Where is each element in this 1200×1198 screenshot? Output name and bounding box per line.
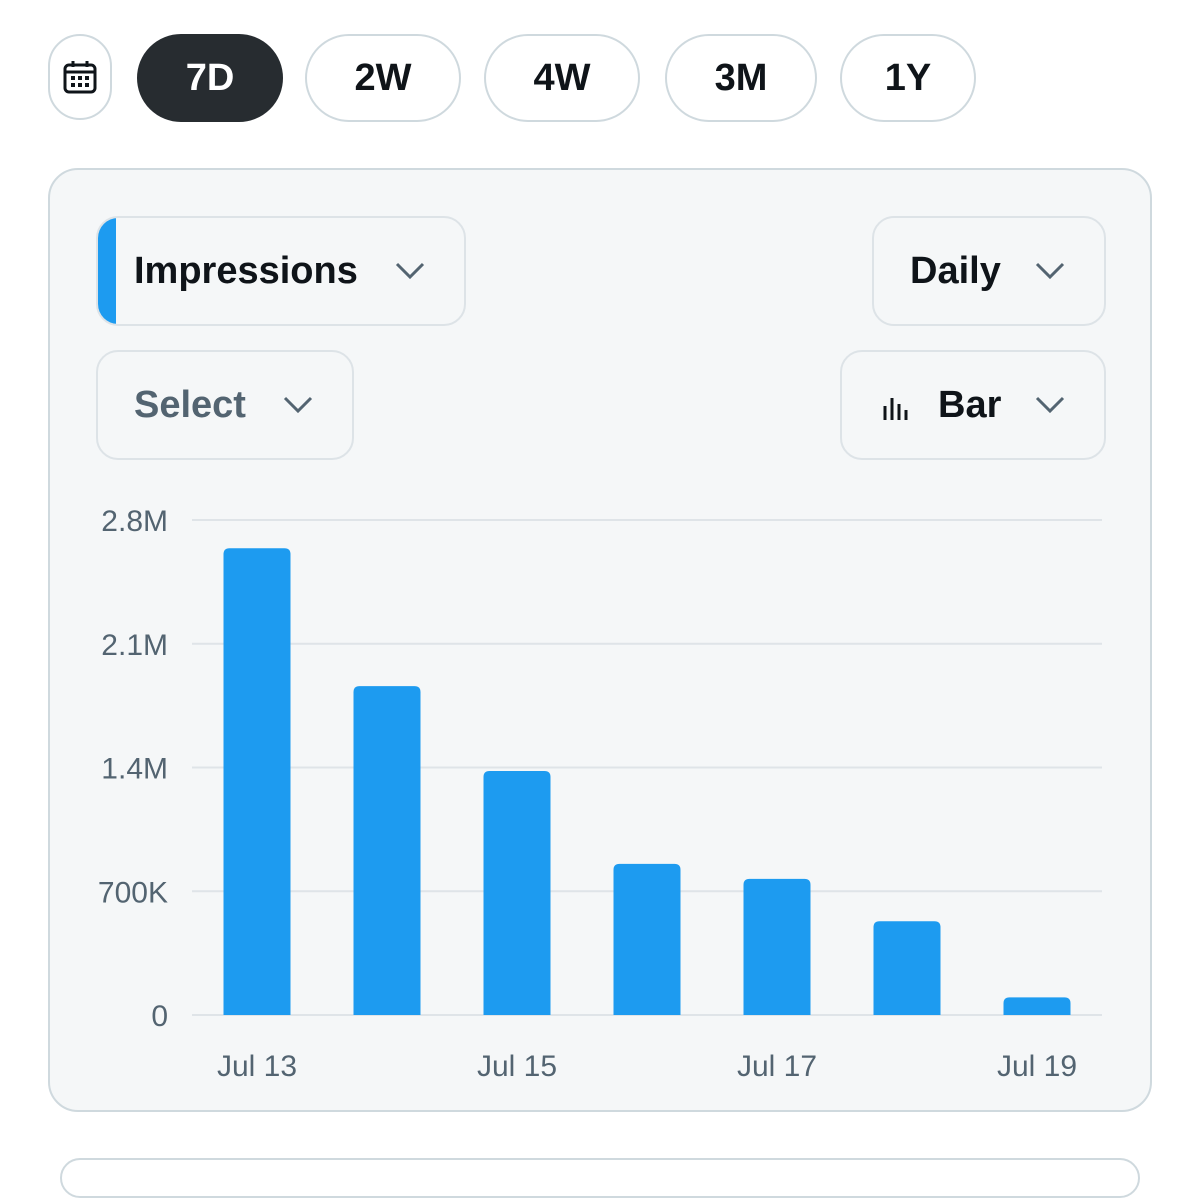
x-tick-label: Jul 19 bbox=[997, 1050, 1077, 1083]
metric-label: Impressions bbox=[134, 249, 358, 292]
bar-jul-14[interactable] bbox=[353, 686, 421, 1015]
bar-chart-icon bbox=[883, 398, 908, 420]
x-tick-label: Jul 13 bbox=[217, 1050, 297, 1083]
compare-dropdown[interactable]: Select bbox=[96, 350, 354, 460]
x-tick-label: Jul 17 bbox=[737, 1050, 817, 1083]
bar-jul-15[interactable] bbox=[483, 771, 551, 1015]
x-tick-label: Jul 15 bbox=[477, 1050, 557, 1083]
range-4w-button[interactable]: 4W bbox=[484, 34, 640, 122]
y-tick-label: 2.1M bbox=[101, 629, 168, 662]
chevron-down-icon bbox=[1035, 396, 1065, 414]
calendar-icon bbox=[63, 61, 97, 94]
bar-jul-13[interactable] bbox=[223, 548, 291, 1015]
analytics-card: Impressions Daily Select Bar 0 700K 1.4M 2.… bbox=[48, 168, 1152, 1112]
impressions-bar-chart: 0 700K 1.4M 2.1M 2.8M Jul 13 Jul 15 Jul 17 Jul 1… bbox=[98, 505, 1102, 1083]
frequency-label: Daily bbox=[910, 249, 1001, 292]
chevron-down-icon bbox=[283, 396, 313, 414]
bar-jul-18[interactable] bbox=[873, 921, 941, 1015]
range-3m-button[interactable]: 3M bbox=[665, 34, 817, 122]
range-1y-button[interactable]: 1Y bbox=[840, 34, 976, 122]
y-tick-label: 2.8M bbox=[101, 505, 168, 538]
y-tick-label: 0 bbox=[151, 1000, 168, 1033]
compare-label: Select bbox=[134, 383, 246, 426]
chart-type-dropdown[interactable]: Bar bbox=[840, 350, 1106, 460]
range-7d-button[interactable]: 7D bbox=[137, 34, 283, 122]
bar-jul-19[interactable] bbox=[1003, 997, 1071, 1015]
chevron-down-icon bbox=[1035, 262, 1065, 280]
metric-color-indicator bbox=[98, 218, 116, 324]
metric-dropdown[interactable]: Impressions bbox=[96, 216, 466, 326]
range-2w-button[interactable]: 2W bbox=[305, 34, 461, 122]
y-tick-label: 1.4M bbox=[101, 753, 168, 786]
chevron-down-icon bbox=[395, 262, 425, 280]
bar-jul-16[interactable] bbox=[613, 863, 681, 1015]
chart-type-label: Bar bbox=[938, 383, 1002, 426]
y-tick-label: 700K bbox=[98, 876, 168, 909]
next-card bbox=[60, 1158, 1140, 1198]
bar-jul-17[interactable] bbox=[743, 878, 811, 1015]
frequency-dropdown[interactable]: Daily bbox=[872, 216, 1106, 326]
calendar-button[interactable] bbox=[48, 34, 112, 120]
